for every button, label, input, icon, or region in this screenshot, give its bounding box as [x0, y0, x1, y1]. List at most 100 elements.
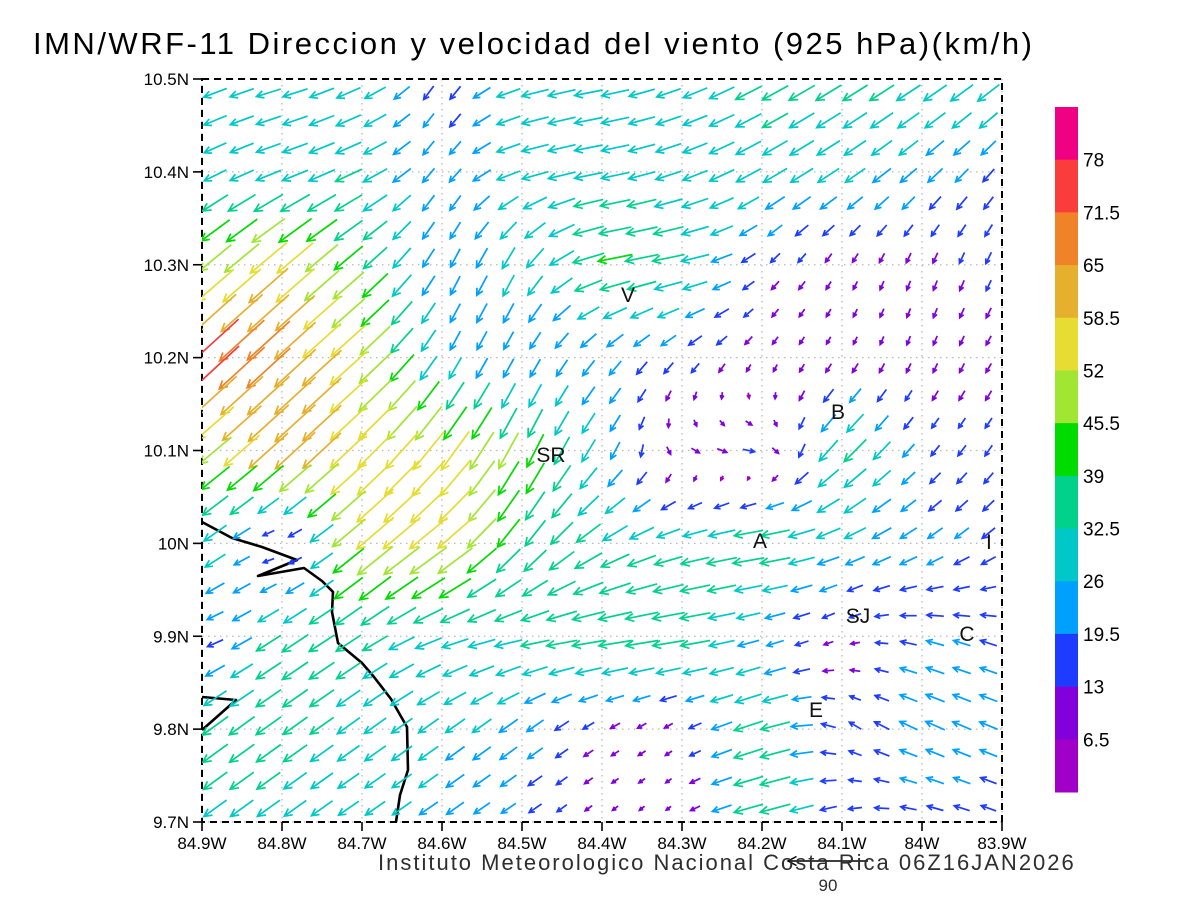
reference-arrow-label: 90 [819, 876, 838, 895]
wind-vector-arrow [897, 139, 919, 157]
wind-vector-arrow [627, 115, 656, 127]
wind-vector-arrow [548, 249, 575, 266]
wind-vector-arrow [984, 251, 993, 266]
wind-vector-arrow [825, 281, 832, 291]
colorbar-label: 32.5 [1083, 520, 1120, 541]
wind-vector-arrow [980, 140, 997, 157]
wind-vector-arrow [438, 577, 472, 599]
wind-vector-arrow [608, 360, 622, 377]
wind-vector-arrow [600, 667, 629, 677]
wind-vector-arrow [878, 252, 886, 265]
wind-vector-arrow [389, 690, 414, 707]
wind-vector-arrow [851, 253, 859, 264]
wind-vector-arrow [818, 439, 839, 463]
wind-vector-arrow [816, 556, 840, 567]
station-label-sr: SR [536, 444, 565, 467]
wind-vector-arrow [389, 327, 414, 355]
wind-vector-arrow [979, 611, 997, 619]
wind-vector-arrow [228, 771, 255, 791]
wind-vector-arrow [763, 612, 786, 621]
wind-vector-arrow [816, 498, 841, 514]
wind-vector-arrow [792, 667, 811, 675]
wind-vector-arrow [546, 116, 576, 127]
x-axis-tick-label: 84.5W [497, 834, 546, 853]
colorbar-label: 39 [1083, 467, 1104, 488]
wind-vector-arrow [952, 555, 970, 566]
wind-vector-arrow [798, 390, 806, 402]
wind-vector-arrow [572, 144, 603, 154]
wind-vector-arrow [684, 307, 705, 319]
wind-vector-arrow [546, 88, 576, 99]
wind-vector-arrow [254, 142, 281, 154]
wind-vector-arrow [554, 332, 570, 350]
wind-vector-arrow [494, 665, 522, 677]
wind-vector-arrow [820, 414, 837, 433]
wind-vector-arrow [362, 194, 388, 212]
wind-vector-arrow [442, 406, 468, 441]
wind-vector-arrow [819, 749, 837, 757]
wind-vector-arrow [654, 115, 682, 127]
wind-vector-arrow [599, 171, 630, 182]
wind-vector-arrow [358, 575, 392, 601]
wind-vector-arrow [847, 721, 862, 730]
wind-vector-arrow [982, 196, 994, 211]
wind-vector-arrow [306, 193, 337, 212]
wind-vector-arrow [843, 497, 867, 514]
wind-vector-arrow [627, 667, 655, 677]
wind-vector-arrow [202, 436, 232, 465]
wind-vector-arrow [521, 579, 549, 597]
wind-vector-arrow [473, 195, 491, 211]
wind-vector-arrow [436, 547, 473, 575]
x-axis-tick-label: 83.9W [977, 834, 1026, 853]
wind-vector-arrow [872, 441, 892, 461]
wind-vector-arrow [746, 392, 752, 401]
wind-vector-arrow [202, 495, 229, 517]
wind-vector-arrow [552, 464, 572, 493]
wind-vector-arrow [852, 336, 858, 346]
wind-vector-arrow [793, 640, 809, 647]
wind-vector-arrow [951, 112, 973, 130]
wind-vector-arrow [871, 167, 892, 184]
wind-vector-arrow [550, 493, 573, 519]
wind-vector-arrow [386, 606, 417, 625]
wind-vector-arrow [391, 220, 412, 241]
wind-vector-arrow [957, 224, 967, 238]
wind-vector-arrow [625, 198, 657, 210]
wind-vector-arrow [497, 195, 519, 211]
wind-vector-arrow [656, 307, 680, 319]
wind-vector-arrow [420, 302, 437, 325]
chart-title: IMN/WRF-11 Direccion y velocidad del vie… [33, 26, 1035, 61]
wind-vector-arrow [981, 168, 995, 184]
station-label-b: B [831, 401, 845, 424]
wind-vector-arrow [204, 582, 225, 595]
wind-vector-arrow [637, 777, 646, 784]
wind-vector-arrow [359, 605, 390, 626]
wind-vector-arrow [390, 773, 413, 789]
wind-vector-arrow [679, 253, 710, 265]
wind-vector-arrow [571, 225, 604, 238]
wind-vector-arrow [825, 308, 832, 319]
wind-vector-arrow [496, 518, 521, 549]
wind-vector-arrow [230, 636, 253, 650]
wind-vector-arrow [820, 694, 836, 702]
wind-vector-arrow [254, 88, 282, 99]
wind-vector-arrow [680, 197, 709, 210]
wind-vector-arrow [690, 362, 700, 375]
wind-vector-arrow [363, 86, 387, 100]
wind-vector-arrow [332, 271, 365, 300]
wind-vector-arrow [598, 198, 631, 210]
wind-vector-arrow [758, 721, 791, 733]
wind-vector-arrow [706, 584, 737, 595]
wind-vector-arrow [391, 801, 412, 816]
wind-vector-arrow [570, 639, 605, 650]
wind-vector-arrow [925, 776, 945, 785]
wind-vector-arrow [582, 749, 594, 758]
wind-vector-arrow [232, 555, 251, 566]
wind-vector-arrow [421, 275, 436, 297]
wind-vector-arrow [387, 636, 415, 651]
wind-vector-arrow [710, 721, 733, 732]
wind-vector-arrow [391, 140, 412, 156]
wind-vector-arrow [635, 361, 648, 376]
wind-vector-arrow [549, 521, 574, 546]
colorbar-swatch [1055, 423, 1078, 477]
